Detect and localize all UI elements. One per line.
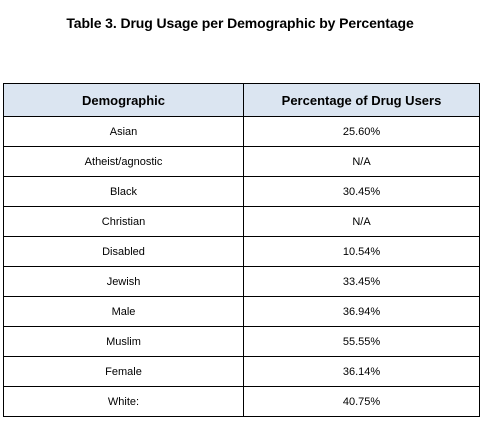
percentage-cell: 36.14% — [243, 356, 480, 387]
percentage-cell: 36.94% — [243, 296, 480, 327]
table-row: White: 40.75% — [3, 386, 480, 417]
percentage-cell: 55.55% — [243, 326, 480, 357]
percentage-cell: N/A — [243, 146, 480, 177]
percentage-cell: 10.54% — [243, 236, 480, 267]
percentage-cell: 40.75% — [243, 386, 480, 417]
demographic-cell: Asian — [3, 116, 244, 147]
table-row: Asian 25.60% — [3, 116, 480, 147]
percentage-cell: 33.45% — [243, 266, 480, 297]
demographic-cell: Muslim — [3, 326, 244, 357]
demographic-cell: Atheist/agnostic — [3, 146, 244, 177]
demographic-cell: Black — [3, 176, 244, 207]
table-row: Disabled 10.54% — [3, 236, 480, 267]
table-row: Jewish 33.45% — [3, 266, 480, 297]
table-row: Christian N/A — [3, 206, 480, 237]
percentage-cell: N/A — [243, 206, 480, 237]
demographic-cell: Christian — [3, 206, 244, 237]
column-header-demographic: Demographic — [3, 83, 244, 117]
column-header-percentage: Percentage of Drug Users — [243, 83, 480, 117]
table-row: Male 36.94% — [3, 296, 480, 327]
drug-usage-table: Demographic Percentage of Drug Users Asi… — [3, 83, 480, 417]
demographic-cell: White: — [3, 386, 244, 417]
demographic-cell: Female — [3, 356, 244, 387]
demographic-cell: Male — [3, 296, 244, 327]
table-row: Female 36.14% — [3, 356, 480, 387]
demographic-cell: Disabled — [3, 236, 244, 267]
header-row: Demographic Percentage of Drug Users — [3, 83, 480, 117]
table-row: Atheist/agnostic N/A — [3, 146, 480, 177]
demographic-cell: Jewish — [3, 266, 244, 297]
table-caption: Table 3. Drug Usage per Demographic by P… — [66, 15, 414, 31]
table-row: Muslim 55.55% — [3, 326, 480, 357]
table-row: Black 30.45% — [3, 176, 480, 207]
percentage-cell: 25.60% — [243, 116, 480, 147]
percentage-cell: 30.45% — [243, 176, 480, 207]
